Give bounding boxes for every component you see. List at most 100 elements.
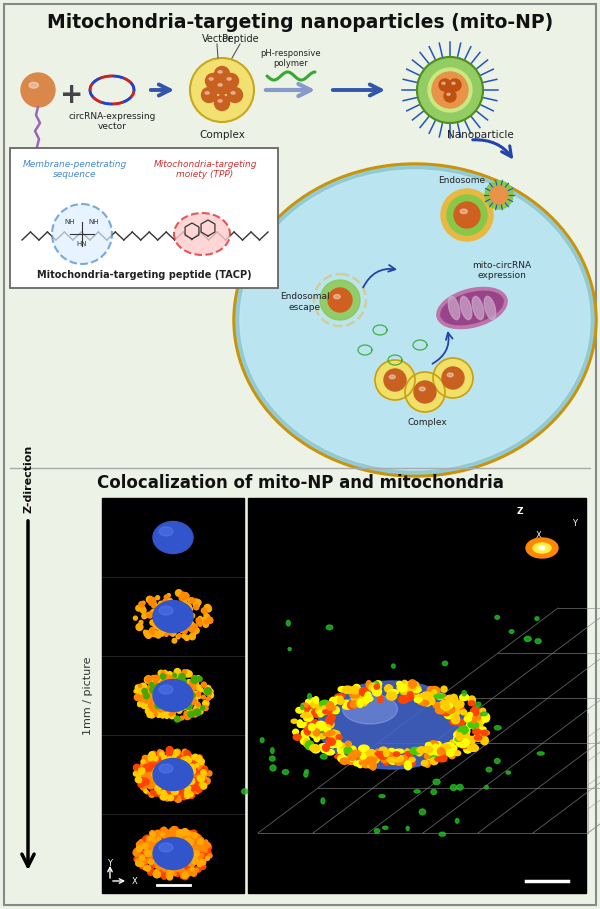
Circle shape	[168, 750, 172, 754]
Ellipse shape	[410, 685, 421, 690]
Circle shape	[187, 623, 191, 627]
Ellipse shape	[346, 742, 350, 746]
Circle shape	[155, 785, 161, 791]
Ellipse shape	[425, 699, 431, 704]
Ellipse shape	[436, 694, 445, 700]
Circle shape	[145, 846, 149, 850]
Ellipse shape	[379, 794, 385, 798]
Circle shape	[153, 849, 156, 853]
Ellipse shape	[240, 170, 590, 470]
Circle shape	[187, 777, 190, 781]
Circle shape	[168, 789, 171, 793]
Circle shape	[178, 781, 184, 787]
Circle shape	[184, 866, 187, 870]
Ellipse shape	[304, 705, 311, 711]
Ellipse shape	[441, 291, 503, 325]
Circle shape	[151, 685, 154, 689]
Ellipse shape	[236, 166, 594, 474]
Circle shape	[184, 790, 191, 796]
Ellipse shape	[307, 721, 318, 728]
Circle shape	[156, 756, 163, 763]
Ellipse shape	[443, 703, 453, 709]
Circle shape	[178, 718, 181, 721]
Circle shape	[154, 614, 158, 618]
Ellipse shape	[441, 752, 446, 758]
Circle shape	[185, 842, 191, 847]
Ellipse shape	[454, 700, 464, 708]
Ellipse shape	[407, 694, 414, 700]
Circle shape	[193, 853, 196, 856]
Circle shape	[146, 696, 151, 701]
Circle shape	[148, 849, 154, 855]
Circle shape	[156, 846, 159, 850]
Circle shape	[196, 854, 202, 860]
Circle shape	[179, 842, 185, 847]
Circle shape	[164, 682, 171, 688]
Circle shape	[170, 632, 175, 636]
Circle shape	[170, 837, 173, 840]
Ellipse shape	[456, 720, 462, 725]
Circle shape	[191, 684, 194, 687]
Circle shape	[166, 863, 172, 868]
Circle shape	[189, 679, 196, 686]
Ellipse shape	[328, 714, 335, 721]
Circle shape	[184, 788, 188, 793]
Ellipse shape	[475, 702, 481, 706]
Ellipse shape	[335, 754, 343, 759]
Circle shape	[155, 703, 161, 709]
Circle shape	[150, 863, 156, 868]
Circle shape	[190, 861, 196, 865]
Circle shape	[187, 701, 193, 706]
Circle shape	[191, 679, 196, 684]
Circle shape	[196, 763, 202, 768]
Circle shape	[154, 698, 158, 703]
Circle shape	[142, 688, 146, 693]
Circle shape	[190, 842, 193, 845]
Circle shape	[192, 768, 198, 774]
Ellipse shape	[367, 750, 376, 758]
Circle shape	[137, 774, 141, 777]
Circle shape	[205, 685, 211, 691]
Circle shape	[178, 796, 182, 801]
Circle shape	[167, 870, 173, 876]
Circle shape	[184, 758, 189, 764]
Ellipse shape	[334, 295, 340, 299]
Circle shape	[151, 854, 155, 859]
Circle shape	[196, 692, 200, 696]
Circle shape	[193, 766, 196, 770]
Circle shape	[160, 840, 163, 844]
Circle shape	[189, 607, 193, 611]
Circle shape	[150, 683, 154, 686]
Circle shape	[142, 614, 147, 619]
Circle shape	[158, 761, 164, 766]
Circle shape	[187, 778, 190, 781]
Circle shape	[136, 861, 141, 866]
Circle shape	[166, 704, 172, 712]
Circle shape	[175, 682, 179, 686]
Circle shape	[197, 857, 202, 862]
Circle shape	[149, 685, 154, 690]
Ellipse shape	[432, 690, 437, 696]
Circle shape	[204, 604, 211, 611]
Ellipse shape	[320, 705, 326, 714]
Circle shape	[191, 839, 195, 843]
Ellipse shape	[314, 724, 325, 731]
Circle shape	[176, 682, 181, 685]
Ellipse shape	[407, 685, 412, 694]
Circle shape	[158, 623, 164, 629]
Circle shape	[165, 796, 170, 801]
Circle shape	[179, 835, 185, 840]
Text: Mitochondria-targeting nanoparticles (mito-NP): Mitochondria-targeting nanoparticles (mi…	[47, 13, 553, 32]
Circle shape	[189, 764, 196, 771]
Circle shape	[185, 787, 188, 791]
Ellipse shape	[358, 695, 364, 704]
Circle shape	[414, 381, 436, 403]
Circle shape	[181, 875, 184, 878]
Circle shape	[187, 708, 192, 714]
Ellipse shape	[423, 746, 433, 753]
Circle shape	[143, 778, 147, 782]
Circle shape	[148, 759, 151, 763]
Ellipse shape	[460, 739, 469, 746]
Ellipse shape	[464, 716, 472, 722]
Ellipse shape	[455, 737, 462, 741]
